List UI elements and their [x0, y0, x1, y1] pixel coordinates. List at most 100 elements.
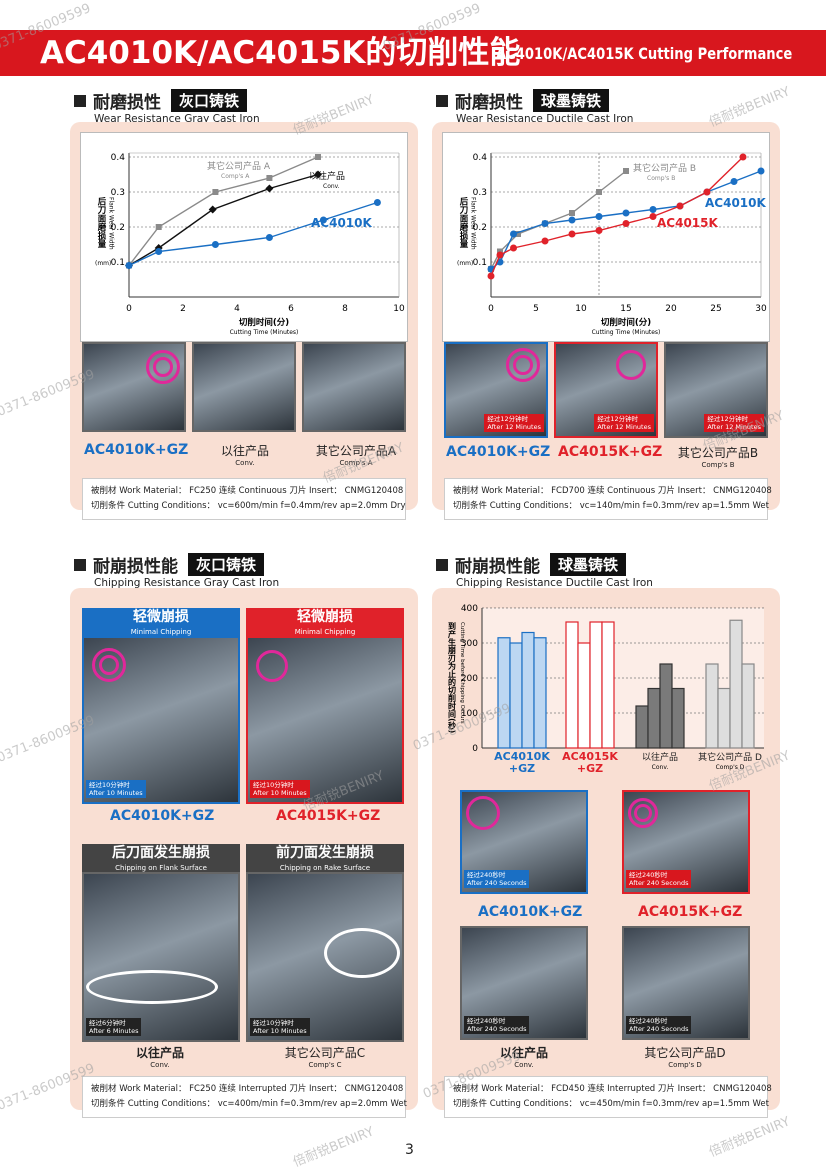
chip-gray-photo-2: 经过10分钟时 After 10 Minutes: [246, 636, 404, 804]
chip-header-2: 轻微崩损 Minimal Chipping: [246, 608, 404, 636]
chip-gray-photo-3: 经过6分钟时 After 6 Minutes: [82, 872, 240, 1042]
data-point: [212, 189, 219, 195]
y-axis-unit: (mm): [457, 260, 473, 267]
section-chip-gray-header: 耐崩损性能 灰口铸铁 Chipping Resistance Gray Cast …: [74, 552, 279, 589]
time-tag: 经过10分钟时 After 10 Minutes: [86, 780, 146, 798]
chip-ductile-panel: 0 100 200 300 400 到产生崩刃为止的切削时间(秒) Cutting Time…: [432, 588, 780, 1118]
bar: [497, 637, 511, 749]
wear-ductile-panel: 0.1 0.2 0.3 0.4 0 5 10 15 20 25 30 切削时间(分) Cutting T…: [432, 122, 780, 520]
bar: [717, 687, 731, 749]
photo-label-comp-c: 其它公司产品C Comp's C: [284, 1046, 366, 1069]
wear-ductile-photo-1: 经过12分钟时 After 12 Minutes: [444, 342, 548, 438]
section-title: 耐磨损性: [93, 93, 161, 113]
data-point: [487, 272, 495, 280]
x-tick-label: 10: [575, 304, 587, 314]
bar: [565, 621, 579, 749]
bar: [647, 687, 661, 749]
group-label: AC4015K: [562, 750, 618, 763]
x-tick-label: 0: [488, 304, 494, 314]
photo-label-ac4015k: AC4015K+GZ: [276, 808, 381, 824]
group-label: 以往产品: [642, 751, 678, 763]
bar: [741, 663, 755, 749]
photo-label-ac4015k: AC4015K+GZ: [558, 444, 663, 460]
section-tag: 灰口铸铁: [188, 553, 265, 576]
data-point: [155, 248, 163, 255]
section-wear-gray-header: 耐磨损性 灰口铸铁 Wear Resistance Gray Cast Iron: [74, 88, 260, 125]
group-label-2: +GZ: [509, 762, 535, 775]
y-tick-label: 0.3: [111, 188, 125, 198]
group-label-2: +GZ: [577, 762, 603, 775]
data-point: [315, 154, 321, 160]
data-point: [595, 213, 603, 220]
data-point: [266, 175, 273, 181]
wear-gray-chart-box: 0.1 0.2 0.3 0.4 0 2 4 6 8 10 切削时间(分) Cutting Time (…: [80, 132, 408, 342]
x-tick-label: 30: [755, 304, 767, 314]
chip-ductile-photo-3: 经过240秒时 After 240 Seconds: [460, 926, 588, 1040]
y-tick-label: 0.3: [473, 188, 487, 198]
time-tag: 经过12分钟时 After 12 Minutes: [484, 414, 544, 432]
chip-ductile-photo-4: 经过240秒时 After 240 Seconds: [622, 926, 750, 1040]
wear-ductile-photo-3: 经过12分钟时 After 12 Minutes: [664, 342, 768, 438]
watermark-brand: 倍耐锐BENIRY: [707, 1114, 793, 1161]
series-label-en: Comp's A: [221, 173, 250, 180]
square-bullet-icon: [74, 94, 86, 107]
chip-gray-panel: 轻微崩损 Minimal Chipping 轻微崩损 Minimal Chippin…: [70, 588, 418, 1118]
highlight-circle-inner: [513, 355, 533, 375]
condition-line-2: 切削条件 Cutting Conditions： vc=450m/min f=0…: [453, 1099, 769, 1109]
chip-header-4: 前刀面发生崩损 Chipping on Rake Surface: [246, 844, 404, 872]
photo-label-ac4010k: AC4010K+GZ: [446, 444, 551, 460]
series-line: [490, 170, 627, 270]
bar: [509, 642, 523, 749]
photo-label-conv: 以往产品 Conv.: [499, 1046, 548, 1069]
x-tick-label: 0: [126, 304, 132, 314]
section-title: 耐崩损性能: [455, 557, 540, 577]
highlight-circle-inner: [153, 357, 173, 377]
x-tick-label: 20: [665, 304, 677, 314]
group-label: 其它公司产品 D: [698, 751, 762, 763]
chip-ductile-photo-1: 经过240秒时 After 240 Seconds: [460, 790, 588, 894]
wear-ductile-conditions: 被削材 Work Material： FCD700 连续 Continuous …: [444, 478, 772, 520]
data-point: [314, 170, 322, 179]
condition-line-2: 切削条件 Cutting Conditions： vc=400m/min f=0…: [91, 1099, 407, 1109]
group-label-en: Conv.: [652, 764, 669, 771]
data-point: [265, 234, 273, 241]
condition-line-1: 被削材 Work Material： FCD700 连续 Continuous …: [453, 486, 772, 496]
data-point: [703, 188, 711, 196]
highlight-circle: [506, 348, 540, 382]
highlight-ellipse: [324, 928, 400, 978]
y-tick-label: 100: [461, 709, 478, 719]
highlight-ellipse: [86, 970, 218, 1004]
section-tag: 球墨铸铁: [533, 89, 610, 112]
time-tag: 经过10分钟时 After 10 Minutes: [250, 780, 310, 798]
time-tag: 经过240秒时 After 240 Seconds: [464, 1016, 530, 1034]
section-wear-ductile-header: 耐磨损性 球墨铸铁 Wear Resistance Ductile Cast Ir…: [436, 88, 633, 125]
wear-ductile-chart-box: 0.1 0.2 0.3 0.4 0 5 10 15 20 25 30 切削时间(分) Cutting T…: [442, 132, 770, 342]
x-axis-label-en: Cutting Time (Minutes): [230, 329, 299, 336]
data-point: [373, 199, 381, 206]
y-axis-unit: (mm): [95, 260, 111, 267]
bar: [521, 631, 535, 749]
highlight-circle: [146, 350, 180, 384]
photo-label-ac4010k: AC4010K+GZ: [110, 808, 215, 824]
x-tick-label: 15: [620, 304, 631, 314]
x-tick-label: 4: [234, 304, 240, 314]
condition-line-1: 被削材 Work Material： FC250 连续 Continuous 刀…: [91, 486, 404, 496]
section-chip-ductile-header: 耐崩损性能 球墨铸铁 Chipping Resistance Ductile Ca…: [436, 552, 653, 589]
data-point: [595, 227, 603, 234]
chip-gray-photo-1: 经过10分钟时 After 10 Minutes: [82, 636, 240, 804]
wear-gray-photo-1: [82, 342, 186, 432]
y-tick-label: 200: [461, 674, 478, 684]
page-title-en: AC4010K/AC4015K Cutting Performance: [496, 44, 793, 63]
highlight-circle: [616, 350, 646, 380]
square-bullet-icon: [436, 558, 448, 571]
data-point: [155, 224, 162, 230]
y-tick-label: 0.2: [473, 223, 487, 233]
data-point: [623, 168, 629, 174]
section-tag: 球墨铸铁: [550, 553, 627, 576]
title-banner: [0, 30, 826, 76]
highlight-circle: [256, 650, 288, 682]
condition-line-2: 切削条件 Cutting Conditions： vc=140m/min f=0…: [453, 501, 769, 511]
y-axis-label: 到产生崩刃为止的切削时间(秒): [448, 621, 457, 733]
photo-label-conv: 以往产品 Conv.: [220, 444, 269, 467]
section-subtitle: Chipping Resistance Gray Cast Iron: [94, 577, 280, 589]
